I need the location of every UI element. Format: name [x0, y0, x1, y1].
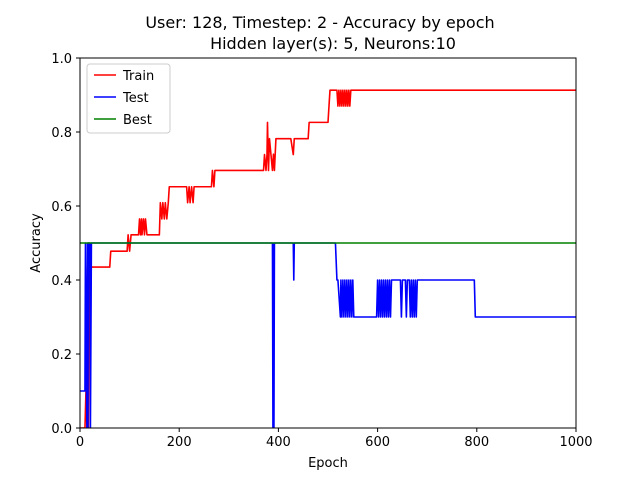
y-axis-label: Accuracy [29, 213, 44, 273]
x-tick-label: 0 [76, 435, 84, 450]
legend-box [86, 63, 171, 134]
y-axis: 0.0 0.2 0.4 0.6 0.8 1.0 [51, 52, 80, 437]
y-tick-label: 0.0 [51, 422, 72, 437]
legend-label-train: Train [122, 69, 154, 84]
y-tick-label: 0.2 [51, 348, 72, 363]
series-line-test [80, 242, 576, 428]
plot-frame [79, 57, 577, 429]
chart-subtitle: Hidden layer(s): 5, Neurons:10 [210, 34, 456, 53]
legend-label-test: Test [122, 91, 149, 106]
series-line-train [80, 89, 576, 428]
x-tick-label: 400 [266, 435, 291, 450]
legend: Train Test Best [86, 63, 171, 134]
chart-title: User: 128, Timestep: 2 - Accuracy by epo… [145, 13, 494, 32]
x-tick-label: 800 [464, 435, 489, 450]
x-tick-label: 600 [365, 435, 390, 450]
y-tick-label: 1.0 [51, 52, 72, 67]
x-axis: 0 200 400 600 800 1000 [76, 428, 593, 450]
y-tick-label: 0.4 [51, 274, 72, 289]
y-tick-label: 0.8 [51, 126, 72, 141]
x-axis-label: Epoch [308, 456, 348, 471]
x-tick-label: 200 [167, 435, 192, 450]
series-layer [80, 89, 576, 428]
y-tick-label: 0.6 [51, 200, 72, 215]
x-tick-label: 1000 [559, 435, 592, 450]
legend-label-best: Best [123, 113, 152, 128]
